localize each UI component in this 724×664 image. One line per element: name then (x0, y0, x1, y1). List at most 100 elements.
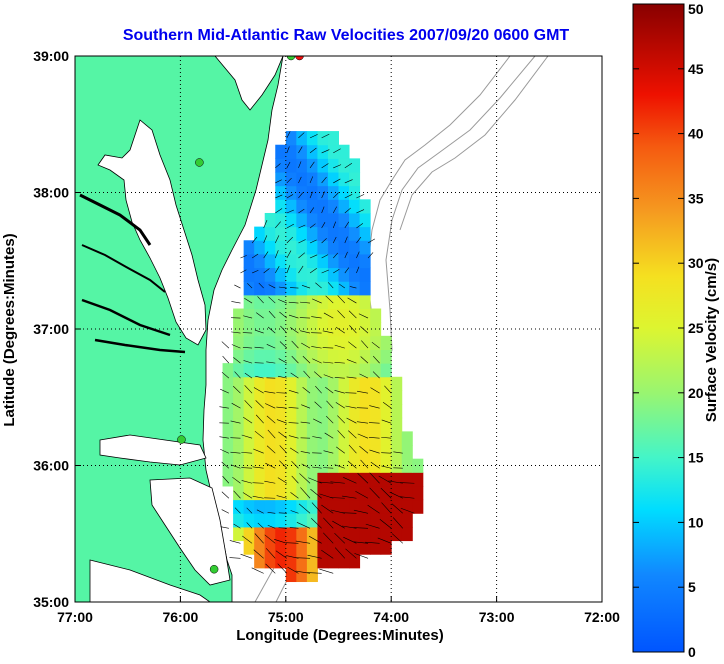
velocity-cell (244, 431, 255, 445)
velocity-cell (381, 404, 392, 418)
velocity-cell (391, 377, 402, 391)
velocity-cell (328, 281, 339, 295)
velocity-cell (317, 213, 328, 227)
velocity-cell (254, 254, 265, 268)
velocity-cell (360, 213, 371, 227)
velocity-cell (275, 145, 286, 159)
velocity-cell (349, 377, 360, 391)
velocity-cell (307, 390, 318, 404)
velocity-cell (296, 254, 307, 268)
y-tick-label: 36:00 (33, 458, 69, 474)
velocity-cell (349, 199, 360, 213)
velocity-cell (286, 158, 297, 172)
velocity-cell (275, 377, 286, 391)
velocity-cell (233, 431, 244, 445)
velocity-cell (339, 377, 350, 391)
velocity-cell (244, 472, 255, 486)
velocity-cell (244, 404, 255, 418)
velocity-cell (244, 459, 255, 473)
velocity-cell (412, 472, 423, 486)
velocity-cell (233, 336, 244, 350)
x-tick-label: 72:00 (584, 609, 620, 625)
velocity-cell (275, 240, 286, 254)
velocity-cell (244, 445, 255, 459)
velocity-cell (339, 268, 350, 282)
velocity-cell (360, 281, 371, 295)
velocity-cell (317, 309, 328, 323)
velocity-cell (244, 377, 255, 391)
velocity-cell (402, 431, 413, 445)
velocity-cell (244, 500, 255, 514)
velocity-cell (286, 254, 297, 268)
colorbar-tick-label: 5 (688, 579, 696, 595)
velocity-cell (265, 281, 276, 295)
velocity-cell (307, 431, 318, 445)
velocity-cell (328, 377, 339, 391)
x-tick-label: 75:00 (268, 609, 304, 625)
velocity-cell (402, 445, 413, 459)
velocity-cell (370, 418, 381, 432)
velocity-cell (244, 268, 255, 282)
y-axis-label: Latitude (Degrees:Minutes) (1, 233, 18, 426)
velocity-cell (317, 541, 328, 555)
velocity-cell (381, 349, 392, 363)
velocity-cell (296, 268, 307, 282)
station-marker (195, 158, 203, 166)
velocity-cell (296, 309, 307, 323)
velocity-cell (233, 322, 244, 336)
velocity-cell (339, 199, 350, 213)
velocity-cell (370, 363, 381, 377)
colorbar-tick-label: 30 (688, 255, 704, 271)
velocity-cell (244, 541, 255, 555)
velocity-cell (317, 472, 328, 486)
velocity-cell (349, 322, 360, 336)
velocity-cell (286, 404, 297, 418)
velocity-cell (317, 158, 328, 172)
velocity-cell (275, 445, 286, 459)
velocity-cell (391, 513, 402, 527)
velocity-cell (317, 377, 328, 391)
velocity-cell (370, 513, 381, 527)
velocity-cell (296, 172, 307, 186)
velocity-cell (275, 513, 286, 527)
y-tick-label: 35:00 (33, 594, 69, 610)
velocity-cell (254, 240, 265, 254)
velocity-cell (296, 322, 307, 336)
velocity-cell (381, 390, 392, 404)
velocity-cell (307, 240, 318, 254)
colorbar-tick-label: 15 (688, 450, 704, 466)
colorbar-tick-label: 10 (688, 514, 704, 530)
velocity-cell (286, 377, 297, 391)
velocity-cell (349, 431, 360, 445)
velocity-cell (360, 336, 371, 350)
velocity-cell (265, 254, 276, 268)
velocity-cell (244, 281, 255, 295)
velocity-cell (296, 377, 307, 391)
velocity-cell (328, 404, 339, 418)
velocity-cell (339, 349, 350, 363)
velocity-cell (265, 322, 276, 336)
velocity-cell (296, 513, 307, 527)
velocity-cell (349, 349, 360, 363)
velocity-cell (286, 554, 297, 568)
velocity-cell (296, 527, 307, 541)
velocity-cell (296, 418, 307, 432)
velocity-cell (381, 527, 392, 541)
velocity-cell (254, 418, 265, 432)
velocity-cell (275, 322, 286, 336)
velocity-cell (360, 377, 371, 391)
velocity-cell (349, 336, 360, 350)
velocity-cell (339, 418, 350, 432)
velocity-cell (317, 254, 328, 268)
velocity-cell (286, 568, 297, 582)
velocity-cell (265, 554, 276, 568)
velocity-cell (286, 268, 297, 282)
velocity-cell (317, 527, 328, 541)
velocity-cell (233, 445, 244, 459)
velocity-cell (307, 227, 318, 241)
velocity-cell (296, 363, 307, 377)
velocity-cell (296, 213, 307, 227)
velocity-cell (328, 213, 339, 227)
velocity-cell (339, 213, 350, 227)
